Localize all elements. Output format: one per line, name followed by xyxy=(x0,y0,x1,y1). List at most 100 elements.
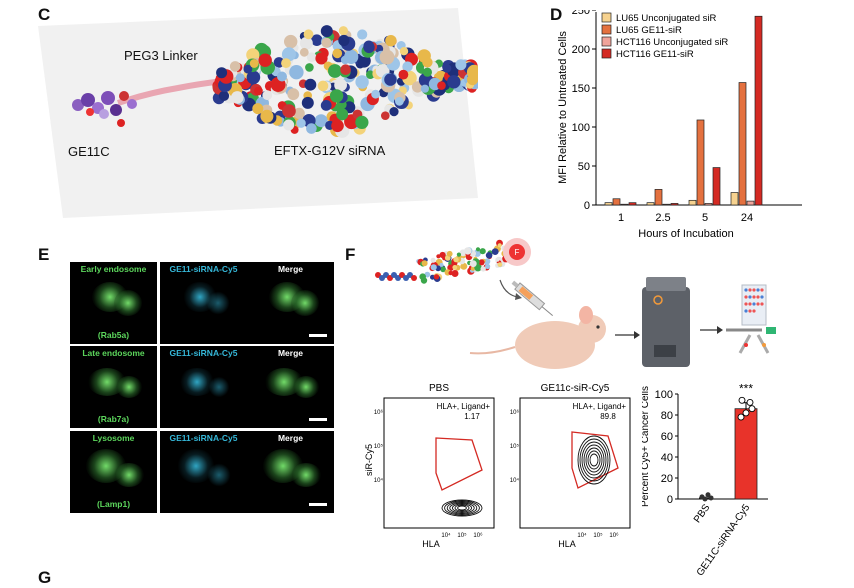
atom xyxy=(306,123,317,134)
atom xyxy=(439,251,446,259)
d-y-tick-label: 150 xyxy=(572,83,590,95)
atom xyxy=(381,111,390,120)
flow-y-tick: 10⁵ xyxy=(510,443,520,450)
d-y-tick-label: 0 xyxy=(584,200,590,212)
flow-y-tick: 10⁵ xyxy=(374,443,384,450)
micrograph-r1-c3: Merge xyxy=(247,262,334,344)
atom xyxy=(470,266,476,271)
atom xyxy=(497,262,503,267)
atom xyxy=(252,103,264,115)
atom xyxy=(340,55,350,65)
flow-contour xyxy=(579,438,609,482)
micrograph-title: GE11-siRNA-Cy5 xyxy=(169,264,238,274)
f-significance: *** xyxy=(739,382,753,396)
atom xyxy=(440,266,446,273)
cell-dot xyxy=(744,309,748,313)
micrograph-r3-c3: Merge xyxy=(247,431,334,513)
atom xyxy=(306,52,317,62)
flow-x-tick: 10⁶ xyxy=(609,532,619,539)
d-x-tick-label: 1 xyxy=(618,212,624,224)
atom xyxy=(338,34,350,47)
d-bar xyxy=(746,200,755,206)
cell-dot xyxy=(744,295,748,299)
flow-x-label: HLA xyxy=(558,539,576,548)
panel-d-letter: D xyxy=(550,5,563,24)
atom xyxy=(235,73,245,83)
flow-contour xyxy=(577,435,611,485)
cell-dot xyxy=(744,302,748,306)
atom xyxy=(422,57,433,68)
flow-y-tick: 10⁴ xyxy=(510,477,519,484)
atom xyxy=(304,78,317,91)
atom xyxy=(283,119,295,131)
flow-contour xyxy=(444,500,480,516)
cell-signal xyxy=(114,290,142,316)
cell-dot xyxy=(752,309,756,313)
f-data-point xyxy=(746,398,754,406)
atom xyxy=(336,108,349,121)
d-legend-swatch xyxy=(601,36,612,47)
atom xyxy=(478,259,485,266)
f-data-point xyxy=(748,405,756,413)
atom xyxy=(420,84,429,93)
atom xyxy=(469,260,477,268)
micrograph-title: Merge xyxy=(277,264,304,274)
atom xyxy=(300,36,313,50)
d-bar xyxy=(670,203,679,206)
atom xyxy=(281,47,296,62)
flow-x-tick: 10⁴ xyxy=(577,532,587,539)
cell-signal xyxy=(204,463,234,487)
cell-signal xyxy=(114,463,144,487)
cell-dot xyxy=(752,295,756,299)
atom xyxy=(357,29,368,40)
micrograph-title: GE11-siRNA-Cy5 xyxy=(169,433,238,443)
flow-gate-label: HLA+, Ligand+ xyxy=(573,402,627,411)
d-legend-label: HCT116 Unconjugated siR xyxy=(616,37,728,48)
atom xyxy=(453,256,459,263)
micrograph-title: Merge xyxy=(277,348,304,358)
atom xyxy=(422,67,432,77)
atom xyxy=(320,25,333,38)
atom xyxy=(447,75,461,89)
scale-bar xyxy=(309,418,327,421)
atom xyxy=(243,64,253,74)
atom xyxy=(305,63,314,72)
atom xyxy=(384,73,397,86)
atom xyxy=(379,49,395,65)
d-legend-swatch xyxy=(601,48,612,59)
atom xyxy=(320,100,332,111)
f-y-tick-label: 100 xyxy=(655,389,673,401)
flow-contour xyxy=(587,450,601,470)
flow-x-label: HLA xyxy=(422,539,440,549)
d-y-tick-label: 200 xyxy=(572,44,590,56)
atom xyxy=(464,247,472,255)
cell-dot xyxy=(760,288,764,292)
atom xyxy=(485,252,493,259)
panel-g-letter: G xyxy=(38,568,52,587)
atom xyxy=(495,257,500,262)
atom xyxy=(419,273,426,280)
injection-schematic: F xyxy=(375,238,776,369)
atom xyxy=(303,29,314,40)
atom xyxy=(479,248,486,255)
flow-y-tick: 10⁶ xyxy=(374,409,384,416)
flow-x-tick: 10⁶ xyxy=(473,532,483,539)
d-bar xyxy=(688,199,697,206)
micrograph-r2-c2: GE11-siRNA-Cy5 xyxy=(160,346,247,428)
atom xyxy=(321,37,332,48)
micrograph-r2-c1: Late endosome (Rab7a) xyxy=(70,346,157,428)
f-y-tick-label: 60 xyxy=(661,431,673,443)
flow-y-label: siR-Cy5 xyxy=(364,444,374,476)
d-legend-label: LU65 Unconjugated siR xyxy=(616,13,716,24)
cell-signal xyxy=(206,376,232,398)
atom xyxy=(467,74,479,86)
atom xyxy=(260,109,274,123)
atom xyxy=(447,264,454,271)
scale-bar xyxy=(309,334,327,337)
f-data-point xyxy=(737,413,745,421)
f-data-point xyxy=(708,495,714,501)
atom xyxy=(460,262,468,270)
atom xyxy=(436,254,441,259)
f-data-point xyxy=(742,409,750,417)
